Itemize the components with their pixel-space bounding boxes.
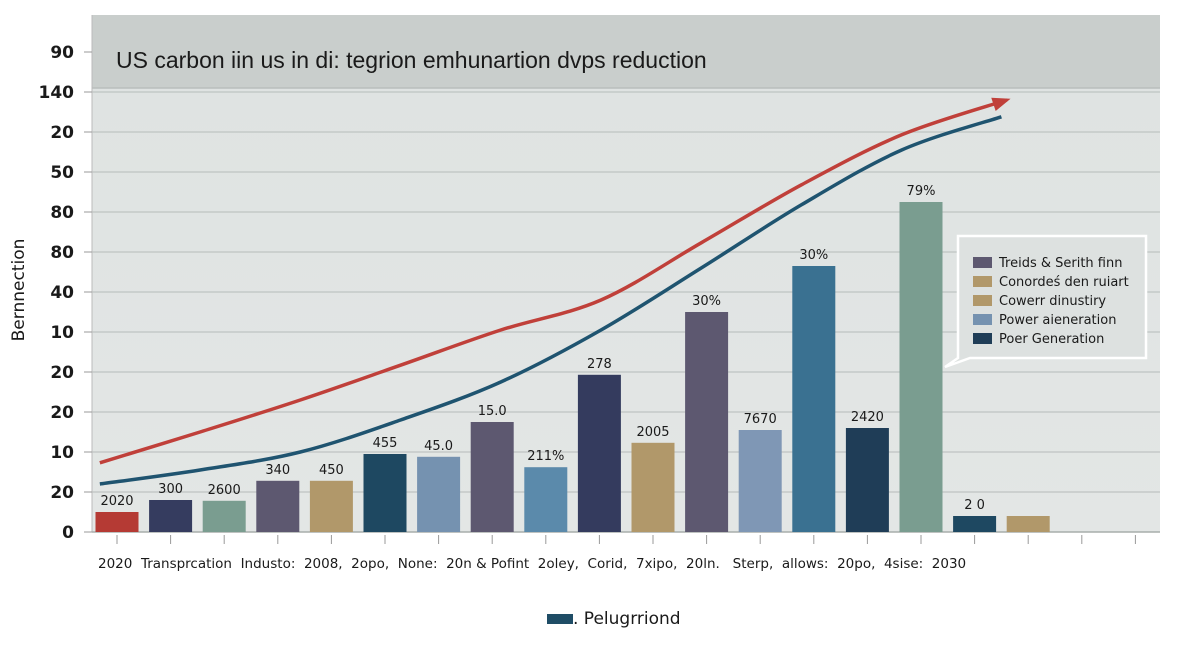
x-axis-label: 2020 Transprcation Industo: 2008, 2opo, …	[98, 556, 966, 572]
bar	[417, 456, 461, 532]
legend-swatch	[973, 295, 992, 306]
legend-swatch	[973, 276, 992, 287]
bar	[738, 430, 782, 532]
bottom-legend-swatch	[547, 614, 573, 624]
bar	[845, 428, 889, 532]
bar	[953, 516, 997, 532]
bar-value-label: 79%	[907, 184, 936, 199]
trend-line	[99, 115, 1002, 486]
y-tick-label: 20	[50, 123, 74, 143]
bar-value-label: 455	[373, 436, 398, 451]
bar-value-label: 450	[319, 463, 344, 478]
y-tick-label: 140	[39, 83, 75, 103]
legend-label: Conordeś den ruiart	[999, 275, 1129, 290]
bar-value-label: 340	[265, 463, 290, 478]
bar-value-label: 15.0	[478, 404, 507, 419]
legend-swatch	[973, 333, 992, 344]
y-tick-label: 20	[50, 403, 74, 423]
bar	[577, 374, 621, 532]
bar-value-label: 2600	[208, 483, 241, 498]
trend-line	[99, 98, 1008, 465]
arrow-head-icon	[991, 97, 1011, 112]
bar-value-label: 300	[158, 482, 183, 497]
y-tick-label: 50	[50, 163, 74, 183]
legend-swatch	[973, 257, 992, 268]
y-tick-label: 10	[50, 443, 74, 463]
y-tick-label: 80	[50, 203, 74, 223]
bar	[524, 467, 568, 532]
bar	[309, 480, 353, 532]
legend-label: Treids & Serith finn	[998, 256, 1122, 271]
bar	[1006, 516, 1050, 532]
legend: Treids & Serith finn Conordeś den ruiart C…	[944, 234, 1148, 369]
bar-value-label: 2 0	[964, 498, 985, 513]
bar	[95, 512, 139, 532]
bar-value-label: 45.0	[424, 439, 453, 454]
legend-label: Power aieneration	[999, 313, 1116, 328]
legend-box	[944, 234, 1148, 369]
bottom-legend: . Pelugrriond	[547, 609, 681, 629]
bottom-legend-label: . Pelugrriond	[573, 609, 681, 629]
bar	[631, 442, 675, 532]
legend-label: Poer Generation	[999, 332, 1104, 347]
y-tick-label: 20	[50, 483, 74, 503]
y-tick-label: 0	[62, 523, 74, 543]
bar	[363, 454, 407, 532]
bar	[685, 312, 729, 532]
bar-value-label: 211%	[527, 449, 564, 464]
bar	[792, 266, 836, 532]
bar-value-label: 278	[587, 357, 612, 372]
bar	[470, 422, 514, 532]
bar	[256, 480, 300, 532]
y-tick-label: 10	[50, 323, 74, 343]
bar-value-label: 30%	[799, 248, 828, 263]
bar-value-label: 2005	[636, 425, 669, 440]
bar-value-label: 30%	[692, 294, 721, 309]
bar	[202, 500, 246, 532]
legend-swatch	[973, 314, 992, 325]
y-axis-label: Bernnection	[9, 239, 29, 342]
bar-value-label: 2420	[851, 410, 884, 425]
bar-value-label: 7670	[744, 412, 777, 427]
y-tick-label: 40	[50, 283, 74, 303]
bar-value-label: 2020	[100, 494, 133, 509]
y-tick-label: 80	[50, 243, 74, 263]
legend-label: Cowerr dinustiry	[999, 294, 1106, 309]
y-tick-label: 90	[50, 43, 74, 63]
bar	[899, 202, 943, 532]
title-band	[92, 15, 1160, 88]
bar	[149, 500, 193, 532]
chart-title: US carbon iin us in di: tegrion emhunart…	[116, 47, 707, 73]
y-tick-label: 20	[50, 363, 74, 383]
